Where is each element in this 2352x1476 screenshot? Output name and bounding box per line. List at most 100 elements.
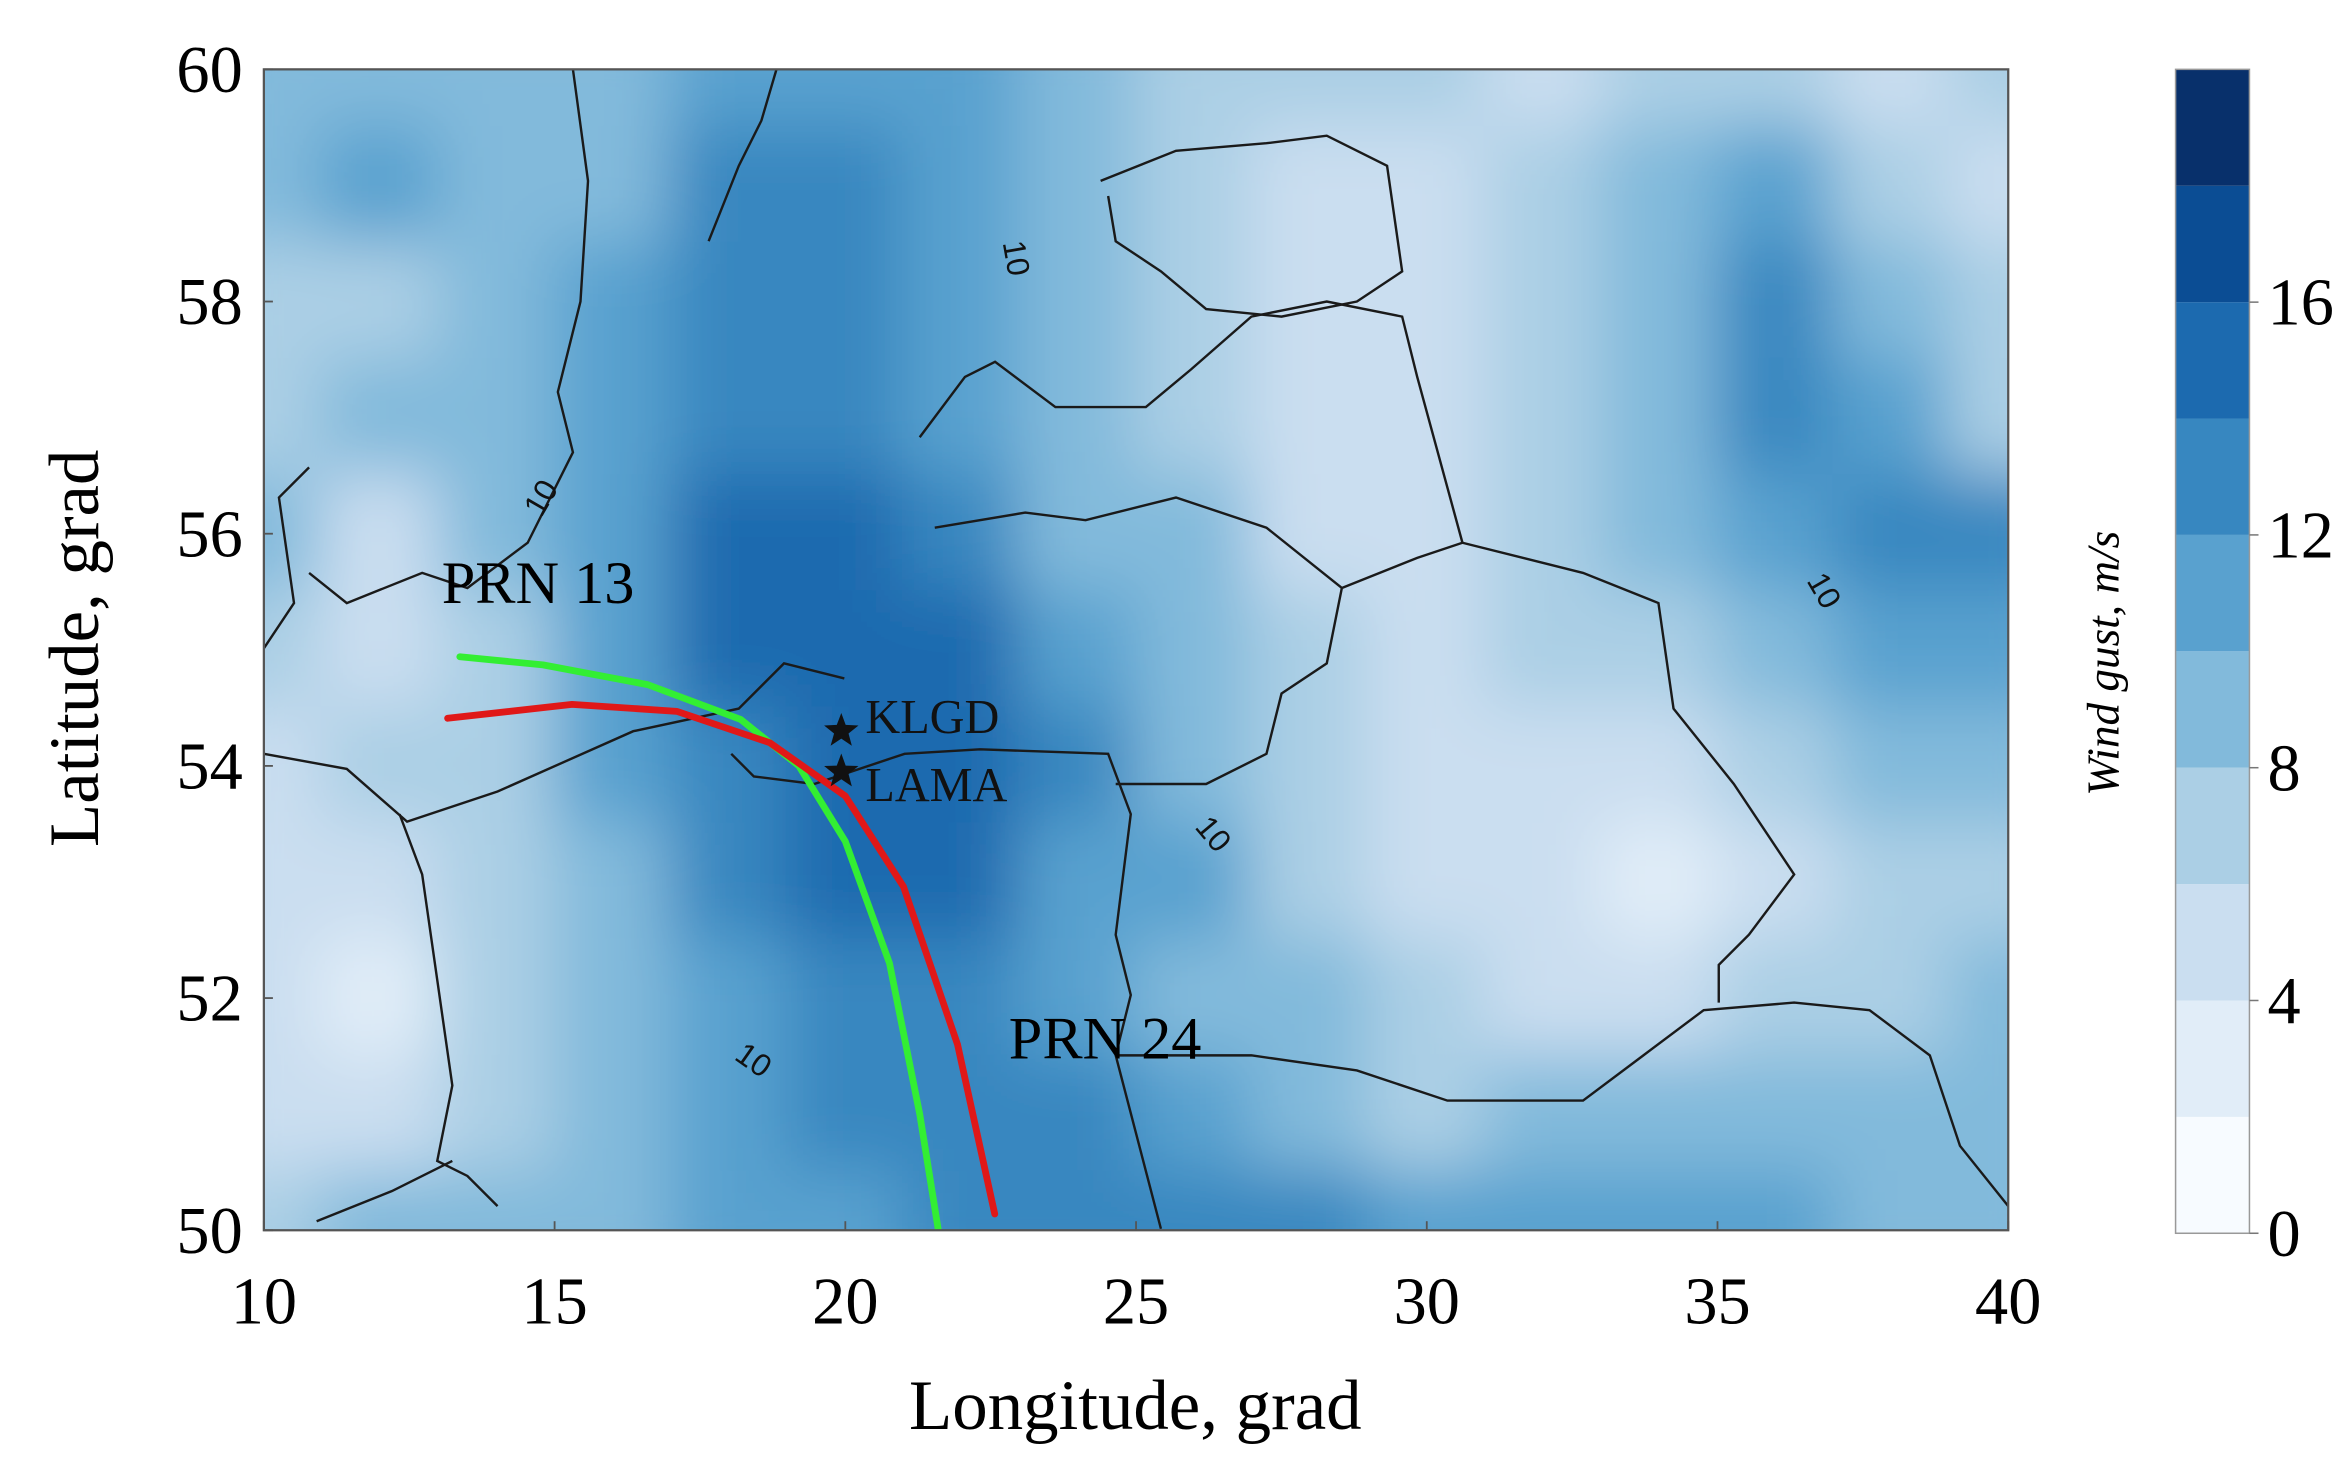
station-marker — [824, 753, 859, 787]
colorbar-tick-label: 12 — [2268, 500, 2334, 573]
field-cell — [1250, 590, 1371, 710]
x-tick-label: 15 — [521, 1266, 587, 1339]
field-cell — [785, 69, 905, 129]
field-cell — [1134, 474, 1254, 594]
colorbar-band — [2175, 185, 2250, 303]
field-cell — [1483, 1054, 1603, 1174]
border — [918, 300, 1464, 786]
y-axis-title: Latitude, grad — [36, 450, 114, 847]
field-cell — [1832, 938, 1952, 1058]
station-marker — [824, 712, 859, 746]
field-cell — [553, 241, 673, 362]
field-cell — [1715, 125, 1836, 245]
field-cell — [1832, 706, 1952, 826]
field-cell — [436, 938, 557, 1058]
field-cell — [669, 241, 789, 362]
field-cell — [1948, 938, 2009, 1058]
colorbar-band — [2175, 69, 2250, 186]
field-cell — [1948, 1170, 2009, 1231]
field-cell — [1715, 706, 1836, 826]
field-cell — [320, 938, 440, 1058]
field-cell — [1134, 125, 1254, 245]
x-tick-label: 30 — [1394, 1266, 1460, 1339]
field-cell — [1250, 706, 1371, 826]
field-cell — [1599, 822, 1720, 942]
y-tick-label: 54 — [176, 731, 242, 804]
field-cell — [320, 241, 440, 362]
field-cell — [553, 474, 673, 594]
field-cell — [1948, 474, 2009, 594]
x-tick-label: 10 — [231, 1266, 297, 1339]
border — [730, 748, 1163, 1230]
field-cell — [436, 590, 557, 710]
field-cell — [553, 69, 673, 129]
field-cell — [1599, 125, 1720, 245]
field-cell — [1948, 125, 2009, 245]
field-cell — [1715, 590, 1836, 710]
field-cell — [1134, 241, 1254, 362]
field-cell — [553, 125, 673, 245]
field-cell — [436, 241, 557, 362]
border — [263, 662, 845, 824]
field-cell — [1250, 938, 1371, 1058]
field-cell — [1367, 125, 1487, 245]
field-cell — [1250, 1170, 1371, 1231]
x-tick-label: 35 — [1684, 1266, 1750, 1339]
field-cell — [320, 822, 440, 942]
field-cell — [1134, 938, 1254, 1058]
series-label: PRN 24 — [1009, 1005, 1202, 1072]
field-cell — [1134, 590, 1254, 710]
border — [263, 466, 310, 649]
field-cell — [1599, 1054, 1720, 1174]
field-cell — [785, 1170, 905, 1231]
field-cell — [263, 1170, 324, 1231]
border — [707, 69, 778, 242]
x-tick-label: 20 — [812, 1266, 878, 1339]
field-cell — [669, 1054, 789, 1174]
colorbar-band — [2175, 884, 2250, 1001]
field-cell — [1832, 822, 1952, 942]
field-cell — [1832, 69, 1952, 129]
series-label: PRN 13 — [442, 550, 635, 617]
x-tick-label: 25 — [1103, 1266, 1169, 1339]
field-cell — [785, 474, 905, 594]
field-cell — [1250, 358, 1371, 478]
field-cell — [1367, 590, 1487, 710]
field-cell — [1483, 358, 1603, 478]
colorbar-band — [2175, 1000, 2250, 1117]
field-cell — [1018, 938, 1138, 1058]
field-cell — [669, 358, 789, 478]
field-cell — [1483, 1170, 1603, 1231]
field-cell — [1599, 474, 1720, 594]
field-cell — [436, 358, 557, 478]
field-cell — [1483, 706, 1603, 826]
field-cell — [669, 1170, 789, 1231]
field-cell — [669, 474, 789, 594]
field-cell — [1832, 241, 1952, 362]
field-cell — [1367, 241, 1487, 362]
field-cell — [1250, 474, 1371, 594]
colorbar-title: Wind gust, m/s — [2078, 531, 2128, 796]
field-cell — [901, 822, 1022, 942]
border — [1100, 134, 1404, 318]
wind-field — [263, 69, 2009, 1231]
field-cell — [1367, 938, 1487, 1058]
station-label: KLGD — [865, 691, 999, 744]
colorbar-tick-label: 0 — [2268, 1198, 2301, 1271]
field-cell — [263, 69, 324, 129]
field-cell — [1134, 69, 1254, 129]
field-cell — [1134, 358, 1254, 478]
contour-label: 10 — [996, 238, 1038, 279]
x-tick-label: 40 — [1975, 1266, 2041, 1339]
field-cell — [1715, 474, 1836, 594]
field-cell — [901, 938, 1022, 1058]
field-cell — [901, 474, 1022, 594]
colorbar-tick-label: 16 — [2268, 267, 2334, 340]
field-cell — [1250, 1054, 1371, 1174]
field-cell — [263, 1054, 324, 1174]
field-cell — [263, 590, 324, 710]
field-cell — [263, 474, 324, 594]
field-cell — [1832, 358, 1952, 478]
field-cell — [669, 938, 789, 1058]
